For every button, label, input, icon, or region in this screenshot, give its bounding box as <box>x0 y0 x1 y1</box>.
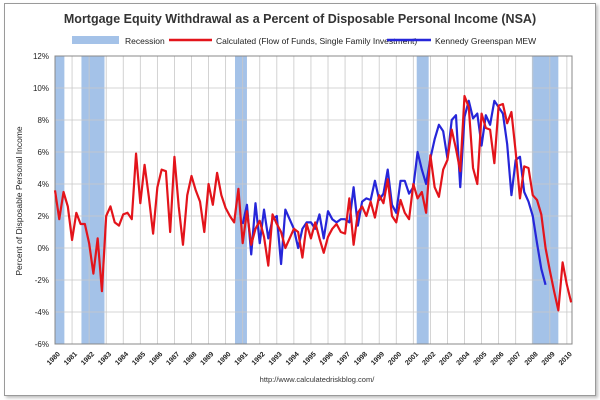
x-tick-label: 1992 <box>251 351 267 367</box>
mew-line-chart: Mortgage Equity Withdrawal as a Percent … <box>14 12 574 384</box>
x-tick-label: 2008 <box>524 351 540 367</box>
recession-band <box>235 56 247 344</box>
legend-recession-swatch <box>72 36 119 44</box>
x-tick-label: 1991 <box>234 351 250 367</box>
x-tick-label: 1987 <box>165 351 181 367</box>
calculated-line <box>53 94 573 312</box>
x-tick-label: 1981 <box>63 351 79 367</box>
x-tick-label: 1988 <box>182 351 198 367</box>
x-tick-label: 1984 <box>114 351 130 367</box>
y-tick-label: 8% <box>37 116 49 125</box>
y-tick-label: 4% <box>37 180 49 189</box>
y-tick-label: 0% <box>37 244 49 253</box>
x-tick-label: 1985 <box>131 351 147 367</box>
x-tick-label: 1980 <box>46 351 62 367</box>
x-tick-label: 1995 <box>302 351 318 367</box>
y-tick-label: -4% <box>35 308 49 317</box>
x-tick-label: 1998 <box>353 351 369 367</box>
legend-calculated-label: Calculated (Flow of Funds, Single Family… <box>216 36 417 46</box>
x-tick-label: 2007 <box>507 351 523 367</box>
recession-band <box>55 56 65 344</box>
x-tick-label: 1986 <box>148 351 164 367</box>
x-tick-label: 1994 <box>285 351 301 367</box>
x-tick-label: 2010 <box>558 351 574 367</box>
x-tick-label: 1993 <box>268 351 284 367</box>
chart-frame: Mortgage Equity Withdrawal as a Percent … <box>4 3 596 396</box>
y-tick-label: 12% <box>33 52 49 61</box>
x-tick-label: 2000 <box>387 351 403 367</box>
x-tick-label: 2005 <box>473 351 489 367</box>
x-tick-label: 1983 <box>97 351 113 367</box>
x-tick-label: 1989 <box>200 351 216 367</box>
x-tick-label: 2006 <box>490 351 506 367</box>
x-tick-label: 1990 <box>217 351 233 367</box>
y-tick-label: 6% <box>37 148 49 157</box>
y-tick-label: 10% <box>33 84 49 93</box>
legend-recession-label: Recession <box>125 36 165 46</box>
x-tick-label: 1996 <box>319 351 335 367</box>
kennedy-greenspan-line <box>241 99 547 286</box>
recession-band <box>81 56 105 344</box>
plot-border <box>54 55 573 345</box>
y-tick-label: -6% <box>35 340 49 349</box>
x-tick-label: 2002 <box>421 351 437 367</box>
x-tick-label: 1997 <box>336 351 352 367</box>
x-tick-label: 2004 <box>455 351 471 367</box>
plot-area: -6%-4%-2%0%2%4%6%8%10%12%1980 1981 1982 198… <box>33 52 574 367</box>
x-tick-label: 2003 <box>438 351 454 367</box>
x-tick-label: 1999 <box>370 351 386 367</box>
x-tick-label: 2001 <box>404 351 420 367</box>
y-tick-label: 2% <box>37 212 49 221</box>
y-tick-label: -2% <box>35 276 49 285</box>
chart-title: Mortgage Equity Withdrawal as a Percent … <box>64 12 536 26</box>
source-url: http://www.calculatedriskblog.com/ <box>260 375 376 384</box>
x-tick-label: 2009 <box>541 351 557 367</box>
legend: Recession Calculated (Flow of Funds, Sin… <box>72 36 536 46</box>
x-tick-label: 1982 <box>80 351 96 367</box>
y-axis-label: Percent of Disposable Personal Income <box>14 126 24 276</box>
legend-kennedy-label: Kennedy Greenspan MEW <box>435 36 536 46</box>
